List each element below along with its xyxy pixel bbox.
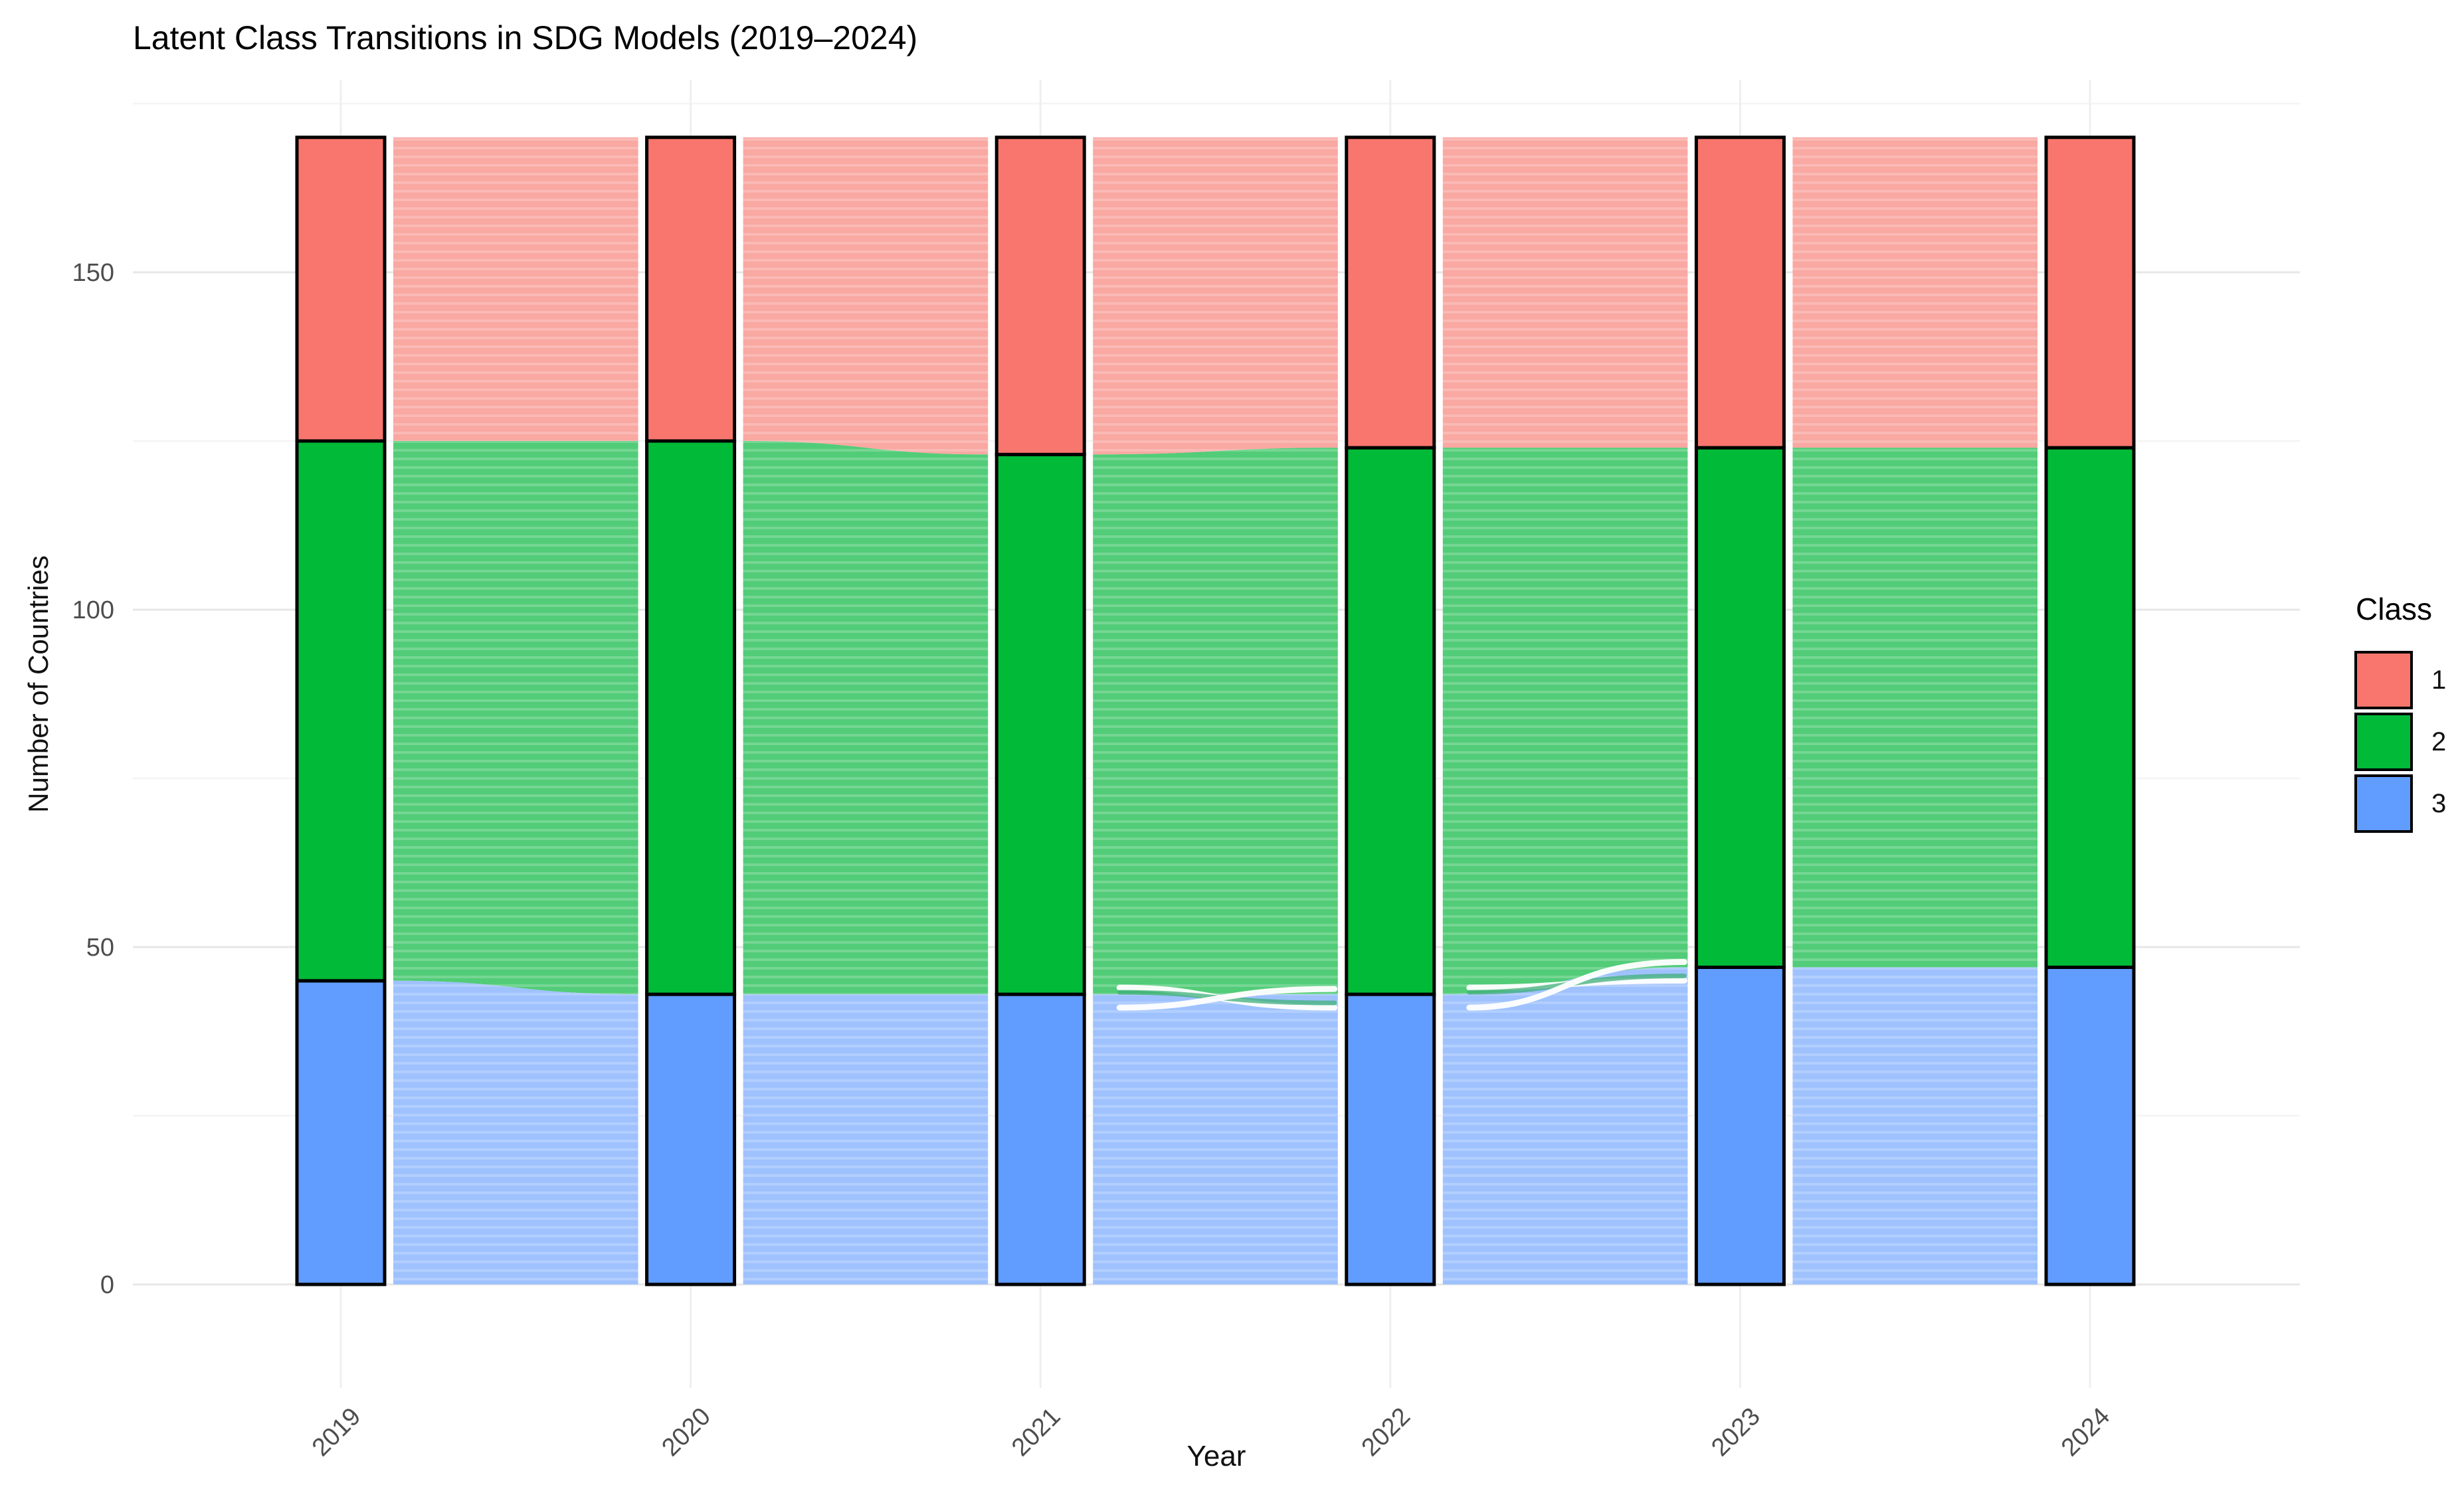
flow-stripes-class2-2020-2021 (743, 441, 989, 995)
y-tick-label-100: 100 (72, 596, 114, 624)
flow-stripes-class2-2022-2023 (1442, 448, 1688, 995)
x-tick-label-2022: 2022 (1357, 1403, 1416, 1462)
legend-swatch-class2-icon (2354, 713, 2413, 771)
flow-stripes-class3-2022-2023 (1442, 967, 1688, 1284)
bar-2023-class2 (1694, 446, 1786, 969)
x-axis-title: Year (1186, 1440, 1246, 1472)
bar-2024-class1 (2044, 135, 2136, 450)
crossing-flow-up-2022-2023 (1466, 958, 1687, 1011)
bar-layer (295, 135, 2136, 1286)
flow-stripes-class1-2022-2023 (1442, 137, 1688, 448)
bar-2021-class1 (995, 135, 1086, 456)
x-tick-label-2019: 2019 (307, 1403, 366, 1462)
crossing-flow-up-2021-2022 (1116, 986, 1338, 1011)
flow-stripes-class2-2021-2022 (1093, 448, 1338, 995)
y-tick-label-0: 0 (100, 1271, 114, 1299)
bar-2021-class2 (995, 452, 1086, 996)
flow-stripes-class2-2019-2020 (393, 441, 638, 995)
flow-stripes-class1-2020-2021 (743, 137, 989, 455)
bar-2020-class2 (645, 439, 737, 996)
bar-2022-class1 (1345, 135, 1436, 450)
flow-stripes-class1-2021-2022 (1093, 137, 1338, 455)
flow-stripes-class2-2023-2024 (1792, 448, 2038, 968)
legend-title: Class (2356, 592, 2433, 626)
x-tick-label-2024: 2024 (2056, 1403, 2115, 1462)
bar-2019-class3 (295, 979, 387, 1286)
legend-entry-class1: 1 (2354, 651, 2446, 709)
y-tick-label-150: 150 (72, 259, 114, 287)
y-axis-title: Number of Countries (23, 555, 54, 813)
chart-title: Latent Class Transitions in SDG Models (… (133, 19, 918, 56)
legend-label-class2: 2 (2431, 727, 2447, 756)
legend-swatch-class3-icon (2354, 774, 2413, 833)
x-tick-label-2023: 2023 (1706, 1403, 1765, 1462)
flow-stripes-class3-2021-2022 (1093, 994, 1338, 1284)
flow-layer (393, 137, 2038, 1284)
flow-stripes-class3-2020-2021 (743, 994, 989, 1284)
bar-2020-class3 (645, 992, 737, 1286)
legend-entry-class3: 3 (2354, 774, 2446, 833)
bar-2019-class1 (295, 135, 387, 443)
legend-label-class3: 3 (2431, 788, 2447, 818)
x-tick-label-2021: 2021 (1006, 1403, 1066, 1462)
flow-stripes-class1-2023-2024 (1792, 137, 2038, 448)
legend-entry-class2: 2 (2354, 713, 2446, 771)
flow-stripes-class3-2023-2024 (1792, 967, 2038, 1284)
flow-stripes-class3-2019-2020 (393, 980, 638, 1284)
bar-2021-class3 (995, 992, 1086, 1286)
bar-2020-class1 (645, 135, 737, 443)
legend: Class 1 2 3 (2354, 591, 2446, 836)
bar-2023-class3 (1694, 965, 1786, 1286)
bar-2022-class2 (1345, 446, 1436, 996)
x-tick-label-2020: 2020 (656, 1403, 715, 1462)
legend-swatch-class1-icon (2354, 651, 2413, 709)
bar-2024-class2 (2044, 446, 2136, 969)
bar-2023-class1 (1694, 135, 1786, 450)
bar-2019-class2 (295, 439, 387, 983)
bar-2024-class3 (2044, 965, 2136, 1286)
legend-label-class1: 1 (2431, 665, 2447, 695)
y-tick-label-50: 50 (86, 934, 114, 962)
bar-2022-class3 (1345, 992, 1436, 1286)
flow-stripes-class1-2019-2020 (393, 137, 638, 442)
